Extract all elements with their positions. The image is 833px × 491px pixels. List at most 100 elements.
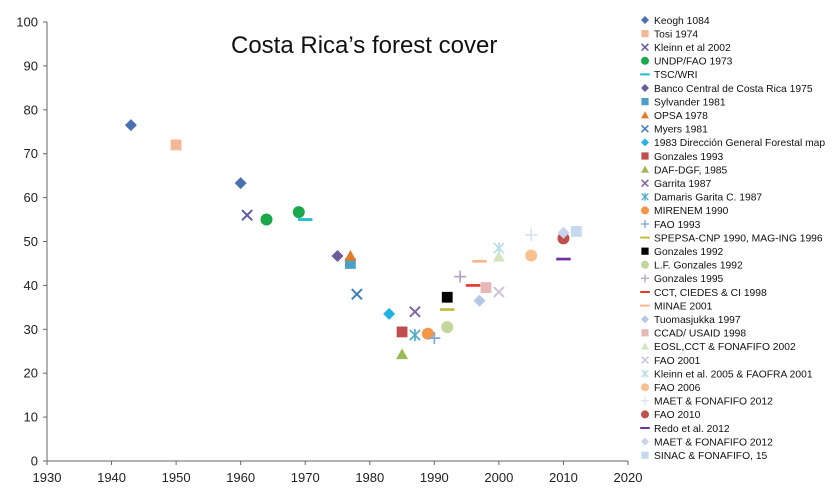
data-point <box>124 119 137 132</box>
x-tick-label: 2000 <box>484 470 513 485</box>
data-point <box>557 226 570 239</box>
legend-marker <box>641 329 649 337</box>
legend-marker <box>641 396 649 405</box>
data-point <box>241 209 253 221</box>
legend-marker <box>641 220 649 228</box>
legend-marker <box>641 315 649 324</box>
legend-item: MAET & FONAFIFO 2012 <box>641 437 773 448</box>
legend-label: Kleinn et al 2002 <box>654 43 731 54</box>
chart-title: Costa Rica’s forest cover <box>231 32 498 59</box>
legend-label: DAF-DGF, 1985 <box>654 165 728 176</box>
legend-label: Banco Central de Costa Rica 1975 <box>654 84 813 95</box>
legend-item: Myers 1981 <box>641 124 708 136</box>
x-tick-label: 1940 <box>97 470 126 485</box>
y-tick-label: 0 <box>31 454 38 469</box>
legend-label: Tosi 1974 <box>654 29 698 40</box>
legend-item: Tosi 1974 <box>641 29 698 40</box>
y-tick-label: 20 <box>24 366 38 381</box>
legend-label: SPEPSA-CNP 1990, MAG-ING 1996 <box>654 233 823 244</box>
legend-label: Damaris Garita C. 1987 <box>654 193 762 204</box>
legend-marker <box>641 165 649 173</box>
legend-item: CCAD/ USAID 1998 <box>641 329 746 340</box>
legend-item: Damaris Garita C. 1987 <box>641 193 762 204</box>
legend-item: FAO 2001 <box>641 356 701 367</box>
legend-item: L.F. Gonzales 1992 <box>641 261 743 272</box>
legend-label: EOSL,CCT & FONAFIFO 2002 <box>654 342 796 353</box>
y-tick-label: 40 <box>24 278 38 293</box>
data-point <box>441 291 453 303</box>
data-point <box>344 249 357 261</box>
data-point <box>428 332 441 345</box>
y-tick-label: 10 <box>24 410 38 425</box>
legend-label: UNDP/FAO 1973 <box>654 57 733 68</box>
legend-label: Keogh 1084 <box>654 16 710 27</box>
legend-marker <box>641 437 649 446</box>
legend-marker <box>641 247 649 255</box>
legend-item: TSC/WRI <box>640 70 697 81</box>
legend-item: UNDP/FAO 1973 <box>641 57 733 68</box>
data-point <box>170 139 182 151</box>
x-tick-label: 1980 <box>355 470 384 485</box>
legend-label: Tuomasjukka 1997 <box>654 315 741 326</box>
legend-label: Sylvander 1981 <box>654 97 726 108</box>
legend-label: L.F. Gonzales 1992 <box>654 261 743 272</box>
legend-item: Gonzales 1995 <box>641 274 724 285</box>
legend-item: FAO 1993 <box>641 220 701 231</box>
legend-item: Garrita 1987 <box>641 179 712 190</box>
legend-marker <box>641 260 649 269</box>
data-point <box>493 242 505 255</box>
legend-marker <box>641 410 649 419</box>
legend-marker <box>641 206 649 215</box>
legend-label: FAO 2010 <box>654 410 701 421</box>
data-point <box>421 327 434 340</box>
legend-marker <box>641 84 649 92</box>
legend-label: MIRENEM 1990 <box>654 206 729 217</box>
y-tick-label: 30 <box>24 322 38 337</box>
legend-marker <box>641 152 649 160</box>
legend-label: TSC/WRI <box>654 70 697 81</box>
data-point <box>525 249 538 262</box>
legend-item: FAO 2010 <box>641 410 701 421</box>
legend-label: CCAD/ USAID 1998 <box>654 329 746 340</box>
data-point <box>409 329 421 342</box>
data-point <box>441 321 454 334</box>
legend-item: Sylvander 1981 <box>641 97 726 108</box>
data-point <box>480 282 492 293</box>
data-point <box>492 250 505 262</box>
x-tick-label: 1950 <box>162 470 191 485</box>
legend-item: MINAE 2001 <box>640 301 713 312</box>
data-point <box>409 305 421 318</box>
legend-marker <box>641 98 649 106</box>
legend-label: OPSA 1978 <box>654 111 708 122</box>
legend-label: 1983 Dirección General Forestal map <box>654 138 825 149</box>
x-tick-label: 2020 <box>614 470 643 485</box>
legend-item: MIRENEM 1990 <box>641 206 729 217</box>
legend-marker <box>641 124 649 133</box>
x-tick-label: 1960 <box>226 470 255 485</box>
legend-label: SINAC & FONAFIFO, 15 <box>654 451 768 462</box>
data-point <box>292 206 305 219</box>
legend-label: MAET & FONAFIFO 2012 <box>654 397 773 408</box>
legend-label: Gonzales 1993 <box>654 152 724 163</box>
legend-item: Tuomasjukka 1997 <box>641 315 741 326</box>
x-tick-label: 1990 <box>420 470 449 485</box>
legend-item: Gonzales 1993 <box>641 152 724 163</box>
y-tick-label: 70 <box>24 146 38 161</box>
x-tick-label: 2010 <box>549 470 578 485</box>
data-point <box>473 294 486 307</box>
y-tick-label: 100 <box>16 15 38 30</box>
legend-item: CCT, CIEDES & CI 1998 <box>640 288 767 299</box>
data-point <box>234 177 247 190</box>
legend-label: MAET & FONAFIFO 2012 <box>654 437 773 448</box>
data-point <box>493 286 505 298</box>
legend-item: Banco Central de Costa Rica 1975 <box>641 84 813 95</box>
y-tick-label: 50 <box>24 234 38 249</box>
legend-marker <box>641 369 649 378</box>
data-point <box>396 348 409 360</box>
y-tick-label: 90 <box>24 58 38 73</box>
x-tick-label: 1930 <box>33 470 62 485</box>
legend-label: Redo et al. 2012 <box>654 424 730 435</box>
legend-item: DAF-DGF, 1985 <box>641 165 728 176</box>
